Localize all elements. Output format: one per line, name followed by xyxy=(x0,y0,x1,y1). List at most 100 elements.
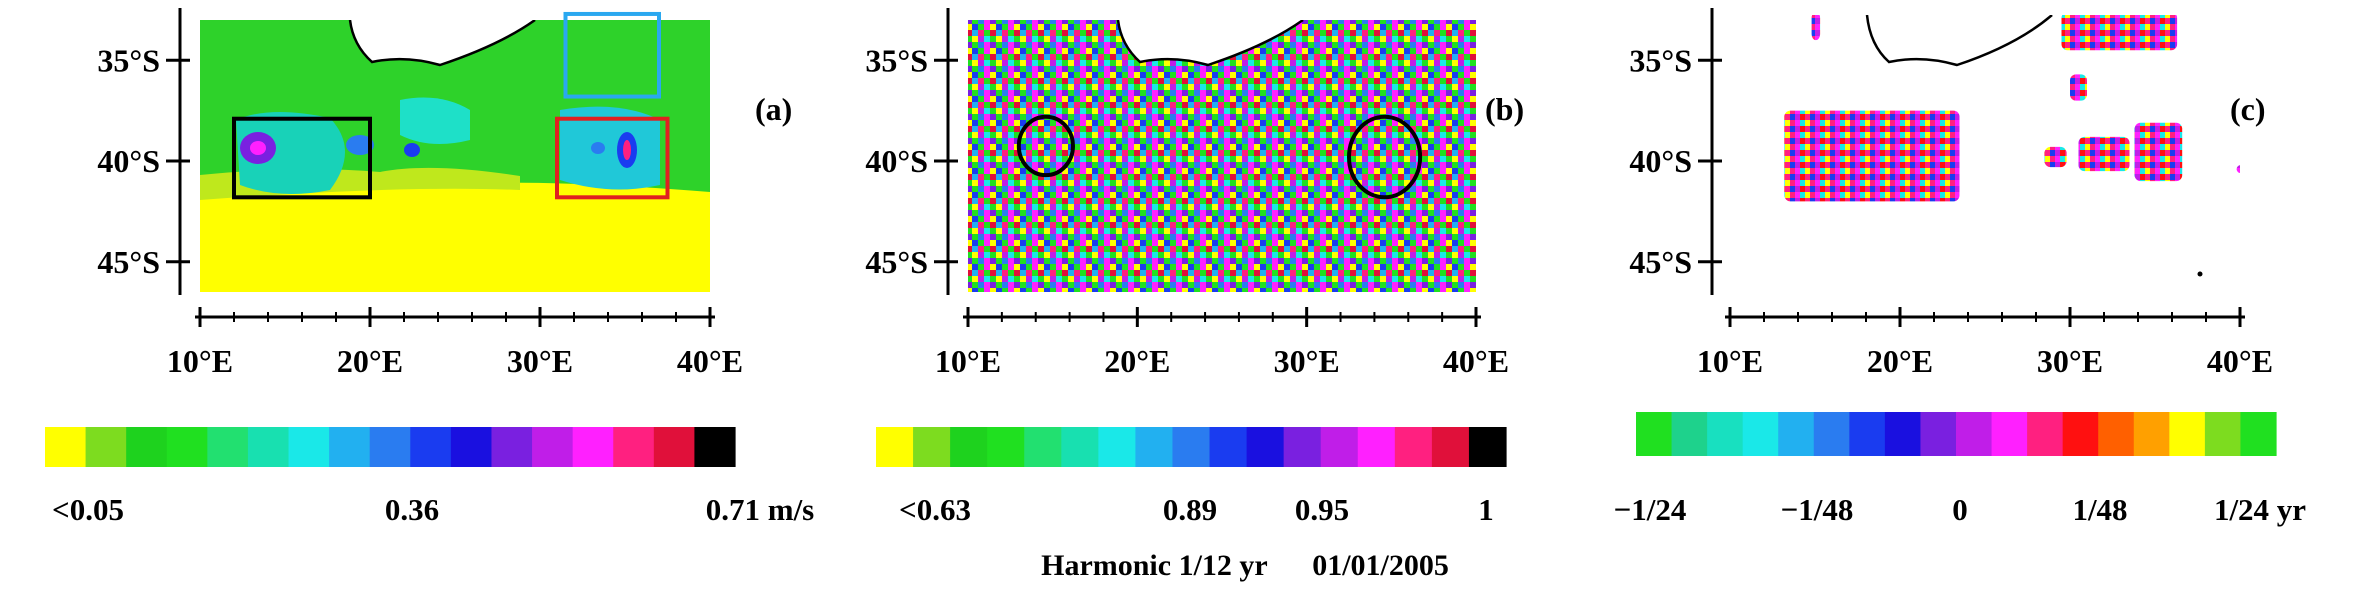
colorbar-swatch xyxy=(913,427,951,467)
colorbar-swatch xyxy=(166,427,208,467)
colorbar-swatch xyxy=(987,427,1025,467)
panel-b-colorbar: <0.63 0.89 0.95 1 xyxy=(876,427,1507,527)
phase-cluster xyxy=(1784,110,1960,202)
colorbar-tick-label: 0 xyxy=(1952,492,1968,527)
colorbar-swatch xyxy=(613,427,655,467)
colorbar-swatch xyxy=(2062,412,2099,456)
colorbar-swatch xyxy=(1135,427,1174,467)
y-tick-label: 40°S xyxy=(1629,143,1692,179)
x-tick-label: 30°E xyxy=(2037,343,2103,379)
colorbar-swatch xyxy=(1468,427,1507,467)
colorbar-swatch xyxy=(1209,427,1248,467)
colorbar-swatch xyxy=(950,427,988,467)
panel-c-phase-map: 35°S40°S45°S10°E 20°E 30°E 40°E (c) −1/24 −1… xyxy=(1614,8,2306,527)
x-tick-label: 10°E xyxy=(1697,343,1763,379)
colorbar-swatch xyxy=(1920,412,1957,456)
panel-c-phase-clusters xyxy=(1784,15,2240,202)
colorbar-tick-label: 1/24 yr xyxy=(2214,492,2306,527)
colorbar-swatch xyxy=(1024,427,1062,467)
colorbar-tick-label: 0.89 xyxy=(1163,492,1217,527)
colorbar-swatch xyxy=(1394,427,1433,467)
colorbar-swatch xyxy=(45,427,87,467)
panel-b-coherence-map: 35°S 40°S 45°S 10°E 20°E 30°E 40°E (b) <0.63 0.… xyxy=(865,8,1524,582)
colorbar-tick-label: 0.71 m/s xyxy=(706,492,815,527)
colorbar-swatch xyxy=(2240,412,2277,456)
colorbar-swatch xyxy=(85,427,127,467)
phase-cluster xyxy=(2070,74,2087,101)
colorbar-swatch xyxy=(1742,412,1779,456)
colorbar-swatch xyxy=(1172,427,1211,467)
panel-a-highlight-boxes xyxy=(232,11,670,200)
panel-c-dot xyxy=(2197,271,2203,277)
y-tick-label: 35°S xyxy=(865,42,928,78)
phase-cluster xyxy=(2044,146,2067,168)
colorbar-swatch xyxy=(247,427,290,467)
colorbar-swatch xyxy=(207,427,249,467)
panel-b-label: (b) xyxy=(1485,91,1524,127)
colorbar-swatch xyxy=(410,427,452,467)
colorbar-tick-label: −1/48 xyxy=(1781,492,1854,527)
phase-cluster xyxy=(2078,136,2130,172)
colorbar-tick-label: 0.36 xyxy=(385,492,439,527)
colorbar-swatch xyxy=(2133,412,2170,456)
phase-cluster xyxy=(2061,15,2178,51)
colorbar-tick-label: −1/24 xyxy=(1614,492,1687,527)
y-tick-label: 40°S xyxy=(865,143,928,179)
colorbar-swatch xyxy=(1991,412,2028,456)
phase-cluster xyxy=(2134,122,2183,182)
x-tick-label: 40°E xyxy=(1443,343,1509,379)
x-tick-label: 20°E xyxy=(1867,343,1933,379)
panel-a-label: (a) xyxy=(755,91,792,127)
panel-a-map-area xyxy=(200,20,710,292)
colorbar-swatch xyxy=(1098,427,1137,467)
colorbar-swatch xyxy=(1636,412,1673,456)
colorbar-swatch xyxy=(369,427,411,467)
x-tick-label: 10°E xyxy=(167,343,233,379)
colorbar-swatch xyxy=(572,427,614,467)
highlight-box-blue xyxy=(563,11,661,99)
figure-caption: Harmonic 1/12 yr 01/01/2005 xyxy=(1041,549,1449,582)
y-tick-label: 45°S xyxy=(97,244,160,280)
panel-b-highlight-circles xyxy=(1016,114,1423,200)
colorbar-swatch xyxy=(1320,427,1359,467)
colorbar-swatch xyxy=(1849,412,1886,456)
colorbar-tick-label: <0.63 xyxy=(899,492,971,527)
highlight-circle xyxy=(1347,114,1423,200)
x-tick-label: 20°E xyxy=(337,343,403,379)
colorbar-swatch xyxy=(329,427,371,467)
colorbar-swatch xyxy=(1671,412,1708,456)
colorbar-swatch xyxy=(1813,412,1850,456)
panel-b-axes: 35°S 40°S 45°S 10°E 20°E 30°E 40°E xyxy=(865,8,1509,379)
panel-c-map-area xyxy=(1784,15,2240,277)
colorbar-swatch xyxy=(532,427,574,467)
colorbar-tick-label: 1/48 xyxy=(2072,492,2127,527)
x-tick-label: 10°E xyxy=(935,343,1001,379)
highlight-box-black xyxy=(232,116,372,200)
y-tick-label: 35°S xyxy=(1629,42,1692,78)
y-tick-label: 45°S xyxy=(865,244,928,280)
x-tick-label: 20°E xyxy=(1104,343,1170,379)
panel-a-axes: 35°S 40°S 45°S 10°E 20°E 30°E 40°E xyxy=(97,8,743,379)
colorbar-swatch xyxy=(288,427,330,467)
panel-a-colorbar: <0.05 0.36 0.71 m/s xyxy=(45,427,814,527)
colorbar-swatch xyxy=(126,427,168,467)
colorbar-swatch xyxy=(1357,427,1396,467)
x-tick-label: 30°E xyxy=(507,343,573,379)
panel-b-map-area xyxy=(968,20,1476,292)
colorbar-swatch xyxy=(694,427,736,467)
x-tick-label: 40°E xyxy=(677,343,743,379)
colorbar-swatch xyxy=(2204,412,2242,456)
y-tick-label: 40°S xyxy=(97,143,160,179)
highlight-box-red xyxy=(555,116,670,200)
colorbar-swatch xyxy=(876,427,914,467)
colorbar-swatch xyxy=(2098,412,2135,456)
colorbar-swatch xyxy=(1283,427,1322,467)
colorbar-swatch xyxy=(653,427,696,467)
phase-cluster xyxy=(2236,165,2240,174)
colorbar-swatch xyxy=(1956,412,1993,456)
colorbar-swatch xyxy=(2027,412,2064,456)
colorbar-tick-label: 0.95 xyxy=(1295,492,1349,527)
x-tick-label: 40°E xyxy=(2207,343,2273,379)
panel-a-speed-map: 35°S 40°S 45°S 10°E 20°E 30°E 40°E (a) <0.05 0.… xyxy=(45,8,814,527)
